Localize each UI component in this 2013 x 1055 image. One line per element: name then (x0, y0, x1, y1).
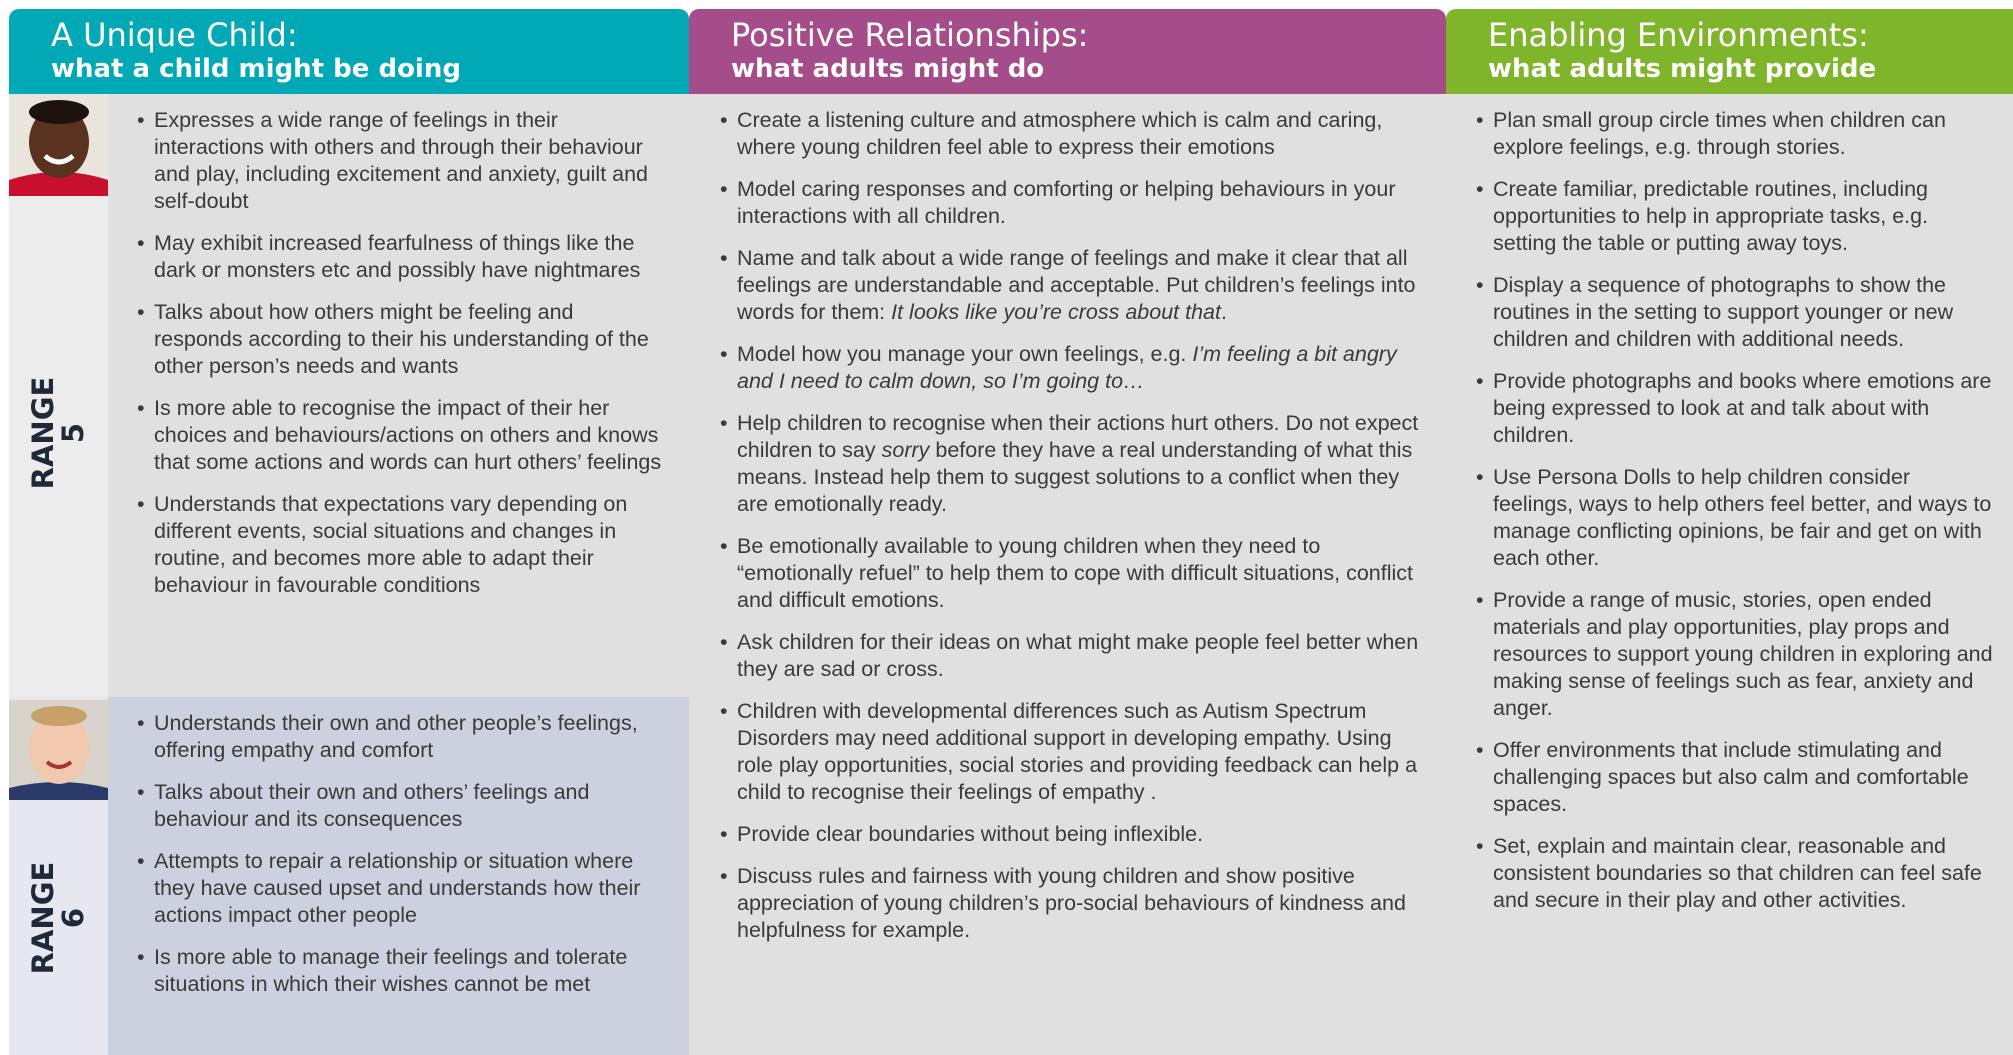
range-label: RANGE 5 (26, 333, 90, 533)
header-positive-relationships: Positive Relationships: what adults migh… (689, 9, 1446, 94)
bullet-item: Name and talk about a wide range of feel… (720, 245, 1430, 326)
bullet-item: Be emotionally available to young childr… (720, 533, 1430, 614)
text: Talks about their own and others’ feelin… (154, 780, 590, 831)
adults-do-list: Create a listening culture and atmospher… (720, 107, 1430, 959)
bullet-item: Is more able to manage their feelings an… (137, 944, 667, 998)
bullet-item: Discuss rules and fairness with young ch… (720, 863, 1430, 944)
text: Is more able to manage their feelings an… (154, 945, 628, 996)
child-photo (9, 700, 108, 800)
text: before they have a real understanding of… (737, 438, 1413, 516)
text: Discuss rules and fairness with young ch… (737, 864, 1406, 942)
text: Model caring responses and comforting or… (737, 177, 1396, 228)
column-title: Enabling Environments: (1488, 16, 1869, 54)
range-5-list: Expresses a wide range of feelings in th… (137, 107, 667, 614)
text: Attempts to repair a relationship or sit… (154, 849, 641, 927)
bullet-item: Plan small group circle times when child… (1476, 107, 1996, 161)
bullet-item: Provide a range of music, stories, open … (1476, 587, 1996, 722)
text: Provide clear boundaries without being i… (737, 822, 1204, 846)
bullet-item: Is more able to recognise the impact of … (137, 395, 667, 476)
bullet-item: Offer environments that include stimulat… (1476, 737, 1996, 818)
text: Understands that expectations vary depen… (154, 492, 628, 597)
bullet-item: Use Persona Dolls to help children consi… (1476, 464, 1996, 572)
italic-text: sorry (881, 438, 930, 462)
text: Help children to recognise when their ac… (737, 411, 1419, 462)
bullet-item: Talks about how others might be feeling … (137, 299, 667, 380)
text: Ask children for their ideas on what mig… (737, 630, 1419, 681)
bullet-item: Help children to recognise when their ac… (720, 410, 1430, 518)
italic-text: I’m feeling a bit angry and I need to ca… (737, 342, 1397, 393)
text: Set, explain and maintain clear, reasona… (1493, 834, 1982, 912)
bullet-item: Set, explain and maintain clear, reasona… (1476, 833, 1996, 914)
bullet-item: May exhibit increased fearfulness of thi… (137, 230, 667, 284)
text: Expresses a wide range of feelings in th… (154, 108, 649, 213)
text: Understands their own and other people’s… (154, 711, 638, 762)
bullet-item: Understands that expectations vary depen… (137, 491, 667, 599)
text: May exhibit increased fearfulness of thi… (154, 231, 641, 282)
bullet-item: Attempts to repair a relationship or sit… (137, 848, 667, 929)
bullet-item: Display a sequence of photographs to sho… (1476, 272, 1996, 353)
text: Offer environments that include stimulat… (1493, 738, 1969, 816)
range-word: RANGE (26, 861, 60, 975)
text: Create a listening culture and atmospher… (737, 108, 1383, 159)
bullet-item: Provide photographs and books where emot… (1476, 368, 1996, 449)
column-subtitle: what adults might do (731, 54, 1045, 84)
range-6-list: Understands their own and other people’s… (137, 710, 667, 1013)
bullet-item: Model how you manage your own feelings, … (720, 341, 1430, 395)
text: Is more able to recognise the impact of … (154, 396, 662, 474)
text: Provide a range of music, stories, open … (1493, 588, 1993, 720)
text: Use Persona Dolls to help children consi… (1493, 465, 1992, 570)
bullet-item: Create familiar, predictable routines, i… (1476, 176, 1996, 257)
column-title: A Unique Child: (51, 16, 298, 54)
text: Talks about how others might be feeling … (154, 300, 649, 378)
italic-text: It looks like you’re cross about that (891, 300, 1221, 324)
child-photo (9, 94, 108, 196)
range-label: RANGE 6 (26, 818, 90, 1018)
bullet-item: Expresses a wide range of feelings in th… (137, 107, 667, 215)
column-title: Positive Relationships: (731, 16, 1089, 54)
text: Be emotionally available to young childr… (737, 534, 1413, 612)
text: Children with developmental differences … (737, 699, 1418, 804)
bullet-item: Provide clear boundaries without being i… (720, 821, 1430, 848)
text: Display a sequence of photographs to sho… (1493, 273, 1954, 351)
bullet-item: Model caring responses and comforting or… (720, 176, 1430, 230)
bullet-item: Understands their own and other people’s… (137, 710, 667, 764)
column-subtitle: what adults might provide (1488, 54, 1877, 84)
text: Model how you manage your own feelings, … (737, 342, 1193, 366)
environments-list: Plan small group circle times when child… (1476, 107, 1996, 929)
text: Provide photographs and books where emot… (1493, 369, 1992, 447)
text: Create familiar, predictable routines, i… (1493, 177, 1929, 255)
range-number: 5 (56, 422, 90, 444)
header-unique-child: A Unique Child: what a child might be do… (9, 9, 689, 94)
bullet-item: Ask children for their ideas on what mig… (720, 629, 1430, 683)
range-word: RANGE (26, 376, 60, 490)
column-subtitle: what a child might be doing (51, 54, 461, 84)
bullet-item: Children with developmental differences … (720, 698, 1430, 806)
header-enabling-environments: Enabling Environments: what adults might… (1446, 9, 2013, 94)
bullet-item: Create a listening culture and atmospher… (720, 107, 1430, 161)
text: Name and talk about a wide range of feel… (737, 246, 1416, 324)
range-number: 6 (56, 907, 90, 929)
text: Plan small group circle times when child… (1493, 108, 1946, 159)
text: . (1220, 300, 1227, 324)
bullet-item: Talks about their own and others’ feelin… (137, 779, 667, 833)
